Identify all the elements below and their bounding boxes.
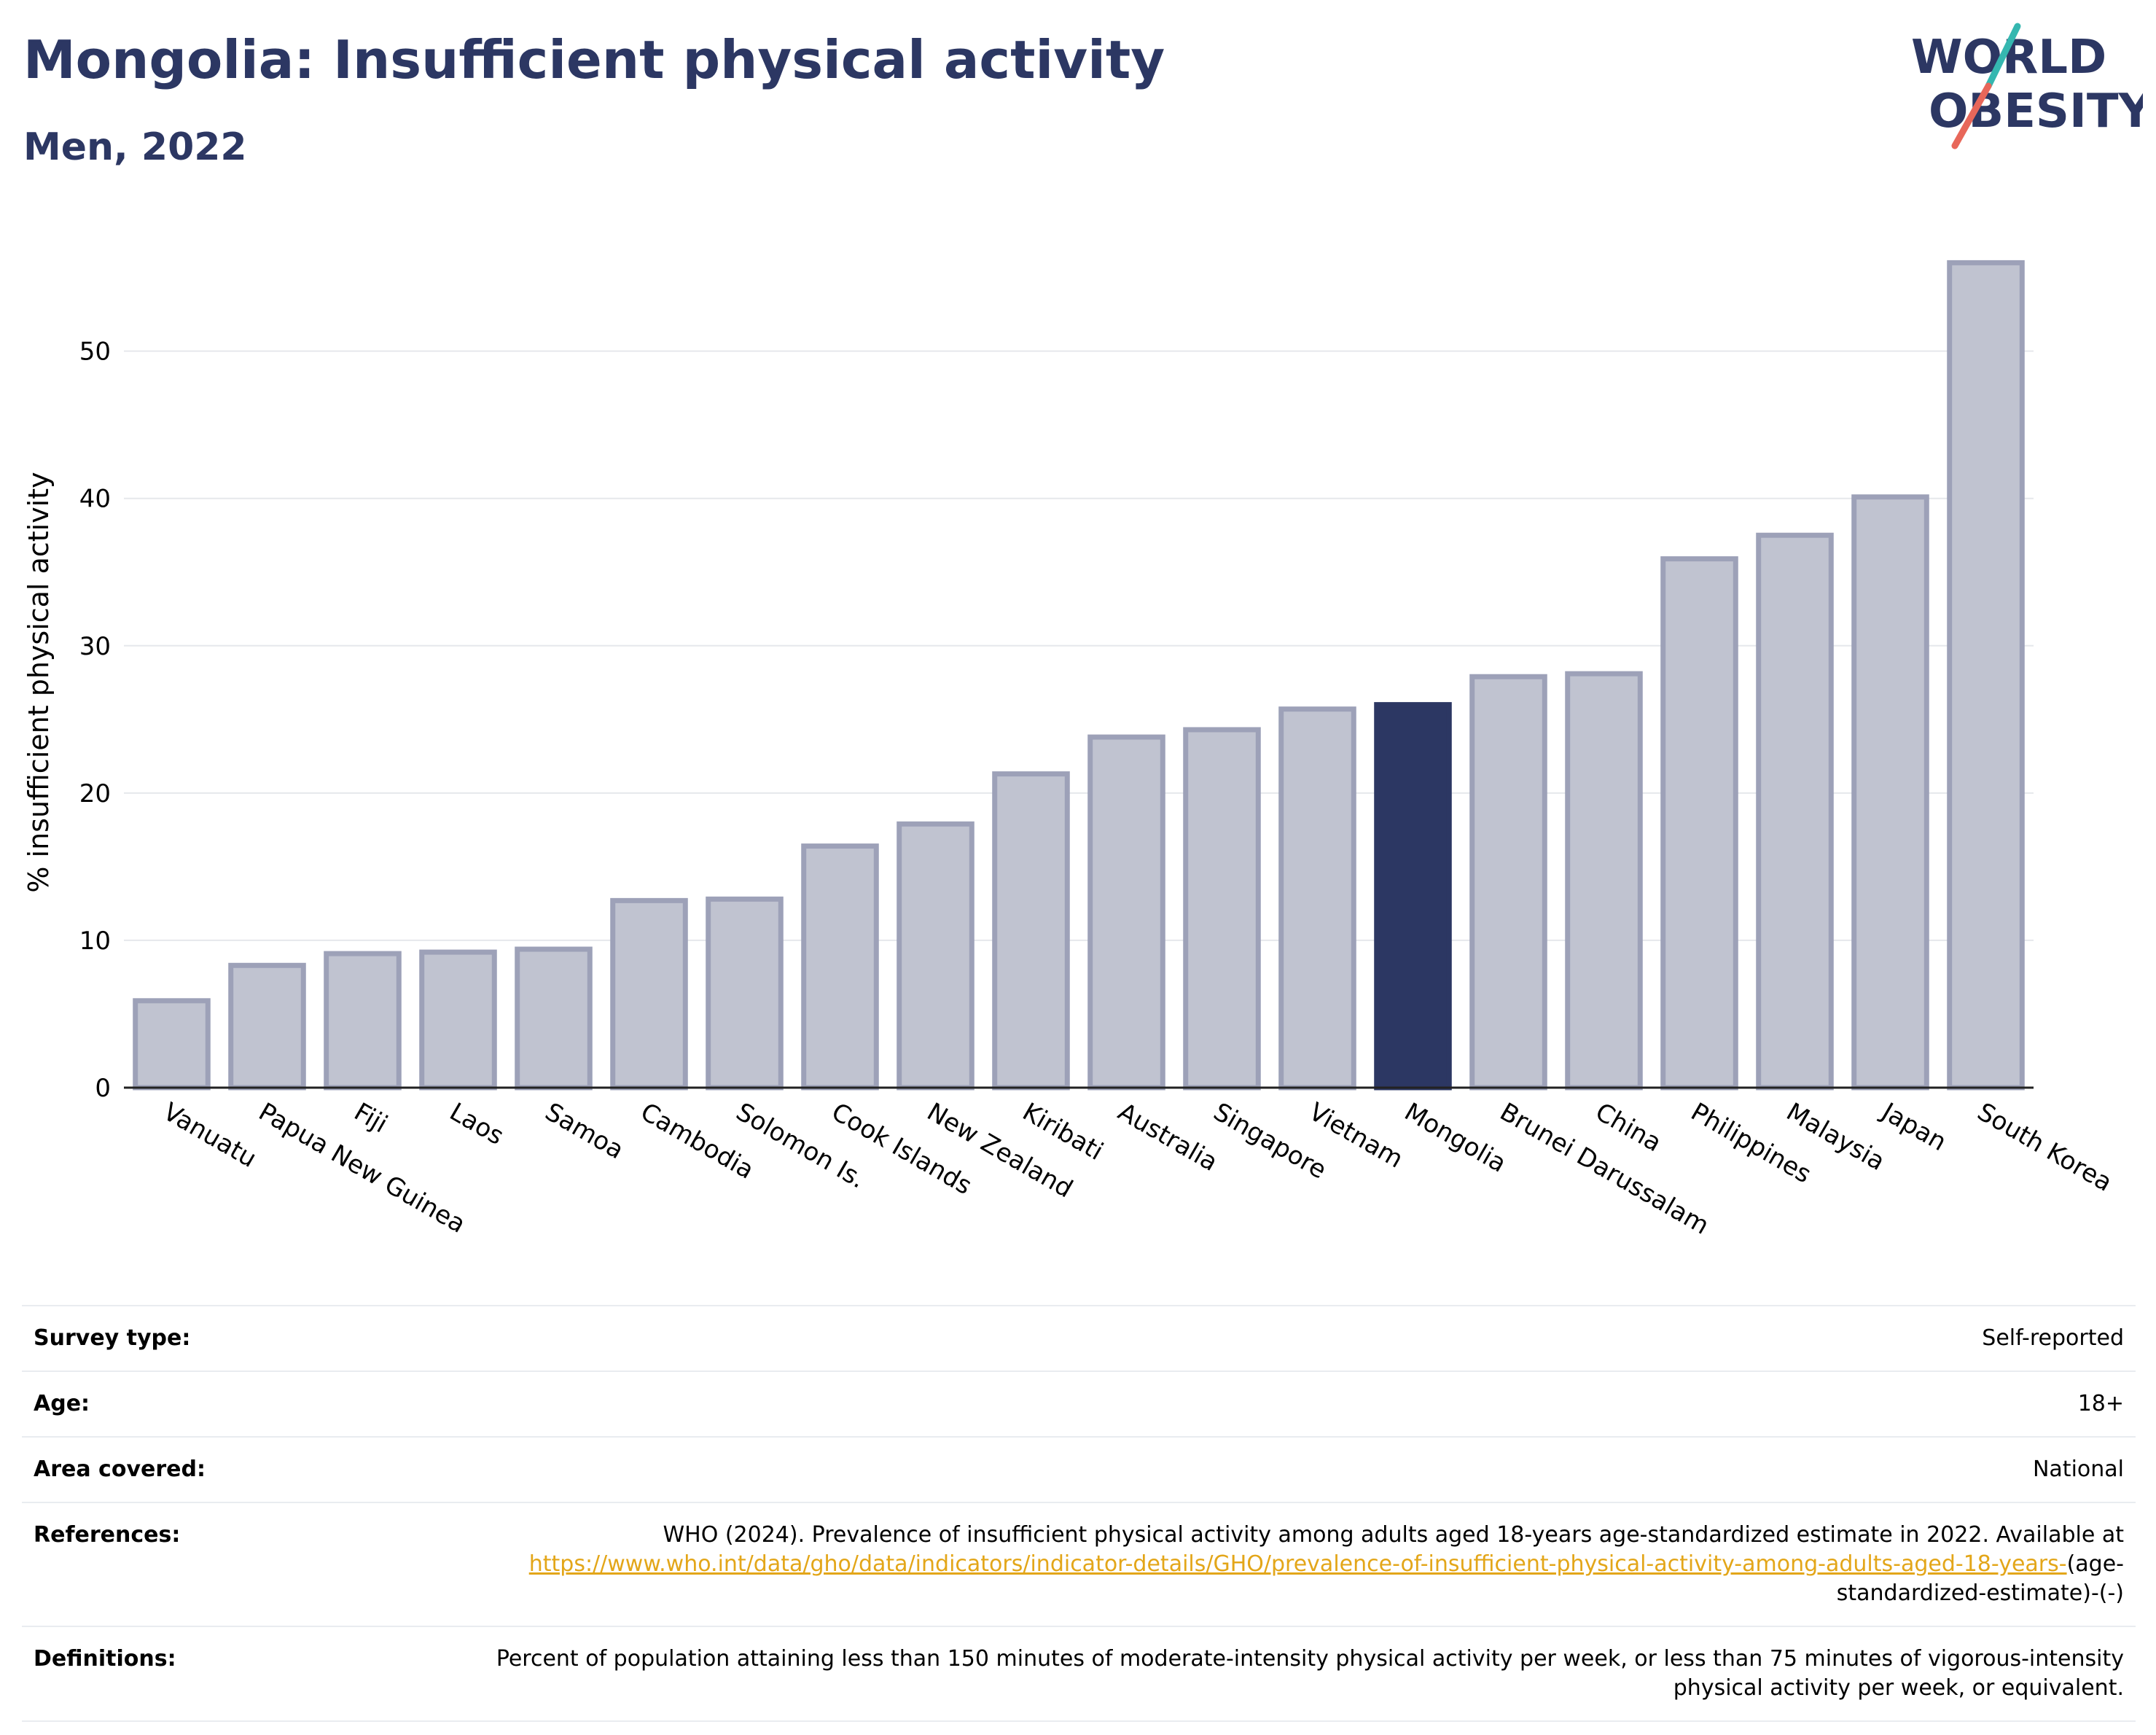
y-tick-label: 20	[79, 779, 111, 808]
bar	[1947, 260, 2025, 1091]
age-value: 18+	[483, 1371, 2136, 1438]
grid-lines	[124, 350, 2034, 941]
bar	[419, 949, 497, 1091]
references-link[interactable]: https://www.who.int/data/gho/data/indica…	[528, 1551, 2067, 1577]
y-tick-labels: 0 10 20 30 40 50	[79, 338, 111, 1103]
y-tick-label: 50	[79, 338, 111, 367]
survey-type-value: Self-reported	[483, 1305, 2136, 1372]
references-text: WHO (2024). Prevalence of insufficient p…	[663, 1522, 2124, 1548]
table-row: Age: 18+	[22, 1371, 2136, 1438]
x-tick-label: Laos	[445, 1097, 509, 1151]
bar	[515, 946, 593, 1091]
x-tick-label: South Korea	[1972, 1097, 2117, 1198]
bar	[992, 771, 1070, 1091]
definitions-label: Definitions:	[22, 1626, 483, 1722]
x-tick-label: Fiji	[349, 1097, 392, 1139]
table-row: Survey type: Self-reported	[22, 1305, 2136, 1372]
table-row: Area covered: National	[22, 1436, 2136, 1503]
area-covered-label: Area covered:	[22, 1436, 483, 1503]
x-tick-label: Samoa	[540, 1097, 628, 1165]
bar	[1469, 674, 1547, 1091]
bars	[133, 260, 2025, 1091]
bar	[324, 951, 402, 1091]
logo-slash-coral	[1951, 82, 1992, 149]
age-label: Age:	[22, 1371, 483, 1438]
bar	[1374, 702, 1452, 1091]
survey-type-label: Survey type:	[22, 1305, 483, 1372]
bar	[801, 843, 879, 1091]
x-tick-label: Australia	[1113, 1097, 1222, 1177]
bar	[706, 896, 784, 1091]
bar	[1756, 532, 1834, 1091]
y-tick-label: 10	[79, 927, 111, 956]
logo-slash-teal	[1985, 23, 2021, 90]
bar	[897, 821, 975, 1091]
x-tick-label: China	[1590, 1097, 1666, 1158]
references-label: References:	[22, 1502, 483, 1627]
bar	[1851, 494, 1929, 1091]
world-obesity-logo: WORLD OBESITY	[1911, 23, 2143, 149]
x-tick-label: Mongolia	[1399, 1097, 1511, 1179]
bar	[1087, 734, 1165, 1091]
definitions-value: Percent of population attaining less tha…	[483, 1626, 2136, 1722]
metadata-table: Survey type: Self-reported Age: 18+ Area…	[22, 1305, 2136, 1722]
bar	[610, 897, 688, 1091]
x-tick-label: Vanuatu	[158, 1097, 261, 1174]
references-value: WHO (2024). Prevalence of insufficient p…	[483, 1502, 2136, 1627]
y-tick-label: 0	[95, 1074, 111, 1103]
bar	[133, 998, 211, 1091]
bar	[228, 962, 306, 1091]
page-title: Mongolia: Insufficient physical activity	[23, 29, 1165, 90]
bar	[1565, 671, 1643, 1091]
y-axis-label: % insufficient physical activity	[23, 472, 55, 892]
y-tick-label: 30	[79, 632, 111, 661]
table-row: Definitions: Percent of population attai…	[22, 1626, 2136, 1722]
page-subtitle: Men, 2022	[23, 125, 247, 169]
bar	[1278, 706, 1356, 1091]
table-row: References: WHO (2024). Prevalence of in…	[22, 1502, 2136, 1627]
x-tick-label: Japan	[1875, 1096, 1951, 1157]
bar	[1183, 727, 1261, 1091]
y-tick-label: 40	[79, 485, 111, 514]
bar	[1660, 556, 1738, 1091]
area-covered-value: National	[483, 1436, 2136, 1503]
references-text-after: (age-standardized-estimate)-(-)	[1836, 1551, 2124, 1606]
